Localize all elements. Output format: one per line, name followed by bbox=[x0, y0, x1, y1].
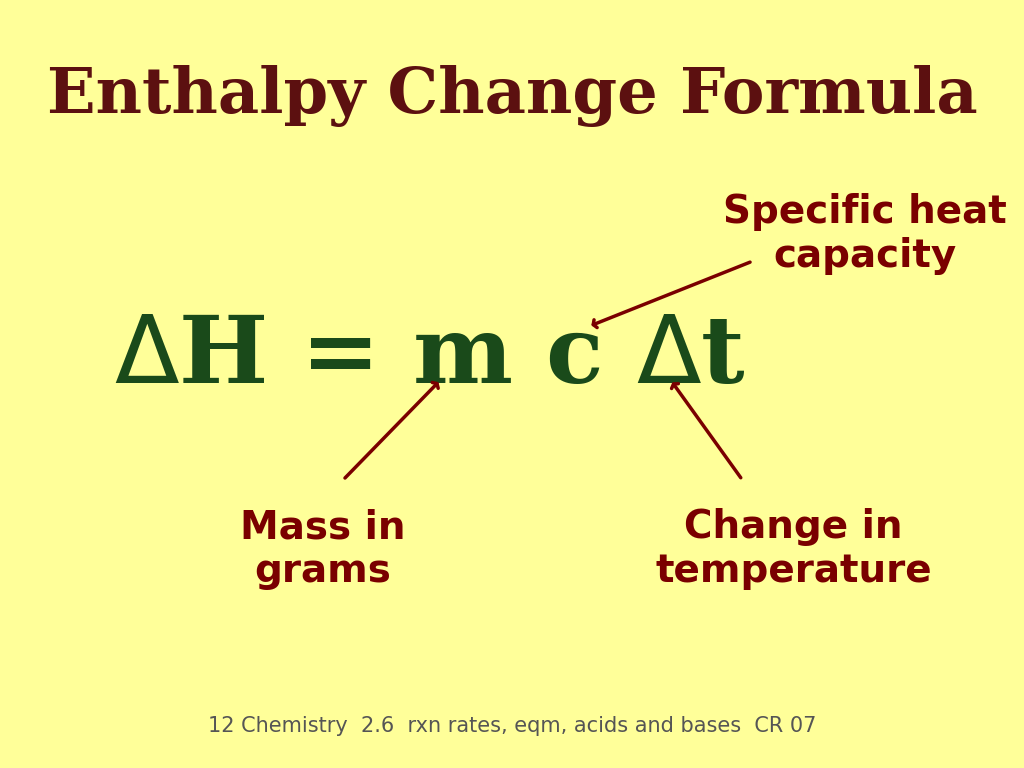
Text: $\Delta$H = m c $\Delta$t: $\Delta$H = m c $\Delta$t bbox=[114, 312, 746, 402]
Text: Mass in
grams: Mass in grams bbox=[240, 508, 406, 590]
Text: Enthalpy Change Formula: Enthalpy Change Formula bbox=[47, 65, 977, 127]
Text: Specific heat
capacity: Specific heat capacity bbox=[723, 194, 1008, 275]
Text: Change in
temperature: Change in temperature bbox=[655, 508, 932, 590]
Text: 12 Chemistry  2.6  rxn rates, eqm, acids and bases  CR 07: 12 Chemistry 2.6 rxn rates, eqm, acids a… bbox=[208, 716, 816, 736]
